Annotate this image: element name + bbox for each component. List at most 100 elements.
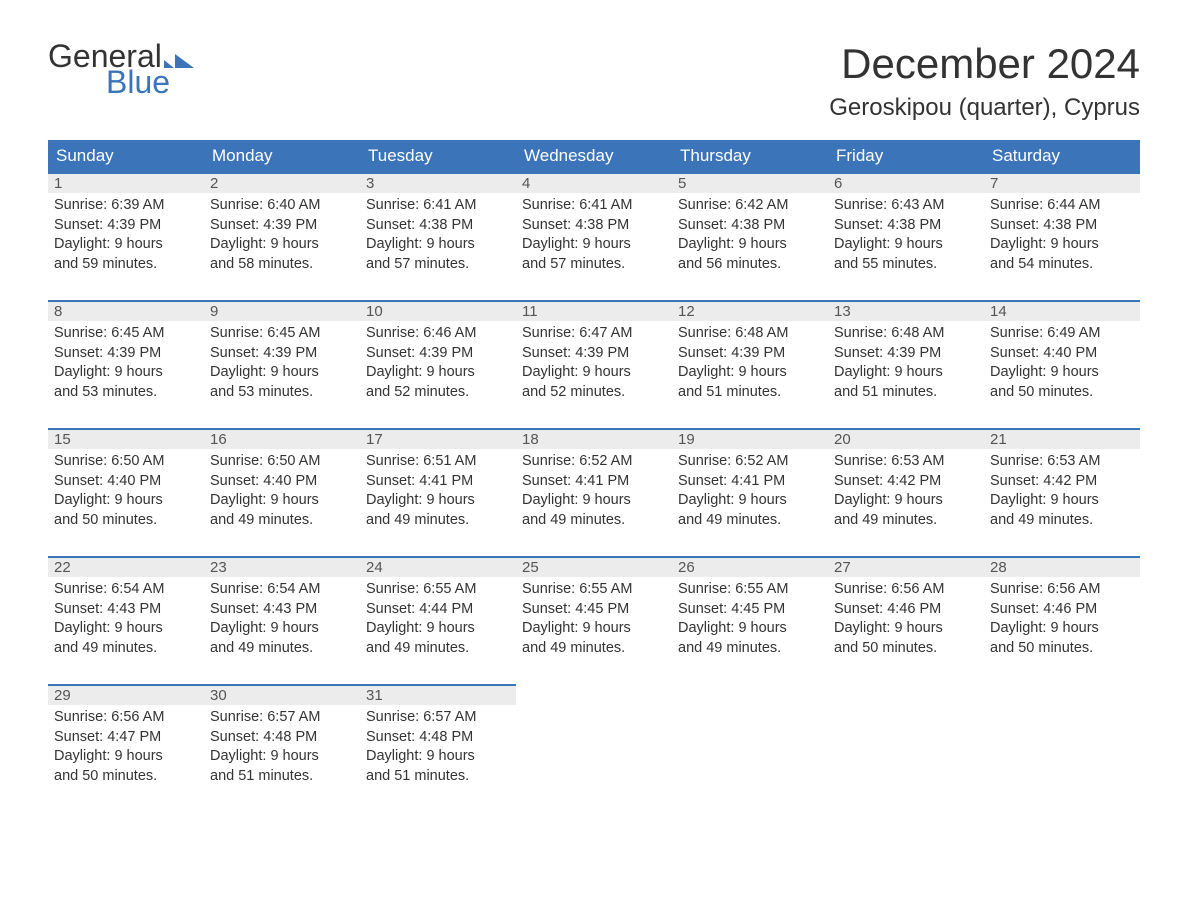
day-line-sunset: Sunset: 4:38 PM: [834, 216, 978, 236]
day-line-day2: and 49 minutes.: [366, 639, 510, 659]
day-line-day2: and 49 minutes.: [834, 511, 978, 531]
day-number: 27: [828, 556, 984, 577]
day-line-sunrise: Sunrise: 6:50 AM: [210, 452, 354, 472]
calendar-week-row: 29Sunrise: 6:56 AMSunset: 4:47 PMDayligh…: [48, 684, 1140, 812]
calendar-day-cell: 2Sunrise: 6:40 AMSunset: 4:39 PMDaylight…: [204, 172, 360, 300]
day-line-sunset: Sunset: 4:46 PM: [990, 600, 1134, 620]
day-line-sunset: Sunset: 4:43 PM: [210, 600, 354, 620]
day-line-day2: and 50 minutes.: [990, 383, 1134, 403]
day-line-day2: and 49 minutes.: [990, 511, 1134, 531]
day-number: 15: [48, 428, 204, 449]
day-number: 19: [672, 428, 828, 449]
calendar-day-cell: 9Sunrise: 6:45 AMSunset: 4:39 PMDaylight…: [204, 300, 360, 428]
calendar-day-cell: 4Sunrise: 6:41 AMSunset: 4:38 PMDaylight…: [516, 172, 672, 300]
day-number: 7: [984, 172, 1140, 193]
calendar-day-cell: 30Sunrise: 6:57 AMSunset: 4:48 PMDayligh…: [204, 684, 360, 812]
day-line-day1: Daylight: 9 hours: [366, 235, 510, 255]
calendar-day-cell: 7Sunrise: 6:44 AMSunset: 4:38 PMDaylight…: [984, 172, 1140, 300]
day-line-sunrise: Sunrise: 6:39 AM: [54, 196, 198, 216]
day-line-day1: Daylight: 9 hours: [210, 619, 354, 639]
day-line-day1: Daylight: 9 hours: [522, 619, 666, 639]
day-line-day2: and 57 minutes.: [522, 255, 666, 275]
day-line-sunset: Sunset: 4:40 PM: [210, 472, 354, 492]
day-line-day2: and 49 minutes.: [366, 511, 510, 531]
day-line-sunrise: Sunrise: 6:41 AM: [522, 196, 666, 216]
day-header: Monday: [204, 140, 360, 172]
location-subtitle: Geroskipou (quarter), Cyprus: [829, 94, 1140, 122]
day-body: Sunrise: 6:55 AMSunset: 4:45 PMDaylight:…: [516, 577, 672, 664]
day-number: 18: [516, 428, 672, 449]
day-line-sunset: Sunset: 4:39 PM: [54, 344, 198, 364]
calendar-week-row: 22Sunrise: 6:54 AMSunset: 4:43 PMDayligh…: [48, 556, 1140, 684]
day-body: Sunrise: 6:52 AMSunset: 4:41 PMDaylight:…: [516, 449, 672, 536]
day-body: Sunrise: 6:41 AMSunset: 4:38 PMDaylight:…: [360, 193, 516, 280]
calendar-day-cell: 16Sunrise: 6:50 AMSunset: 4:40 PMDayligh…: [204, 428, 360, 556]
day-header: Friday: [828, 140, 984, 172]
day-body: Sunrise: 6:41 AMSunset: 4:38 PMDaylight:…: [516, 193, 672, 280]
calendar-day-cell: 26Sunrise: 6:55 AMSunset: 4:45 PMDayligh…: [672, 556, 828, 684]
day-number: 11: [516, 300, 672, 321]
day-header: Tuesday: [360, 140, 516, 172]
day-line-day2: and 50 minutes.: [834, 639, 978, 659]
calendar-day-cell: 19Sunrise: 6:52 AMSunset: 4:41 PMDayligh…: [672, 428, 828, 556]
calendar-day-cell: 25Sunrise: 6:55 AMSunset: 4:45 PMDayligh…: [516, 556, 672, 684]
day-line-sunrise: Sunrise: 6:57 AM: [210, 708, 354, 728]
day-line-day1: Daylight: 9 hours: [834, 363, 978, 383]
day-line-day2: and 58 minutes.: [210, 255, 354, 275]
day-line-day1: Daylight: 9 hours: [678, 619, 822, 639]
logo: General Blue: [48, 40, 194, 98]
day-line-sunset: Sunset: 4:46 PM: [834, 600, 978, 620]
day-line-day2: and 51 minutes.: [210, 767, 354, 787]
day-line-sunrise: Sunrise: 6:54 AM: [54, 580, 198, 600]
day-line-day2: and 49 minutes.: [522, 511, 666, 531]
day-line-sunrise: Sunrise: 6:56 AM: [990, 580, 1134, 600]
day-line-sunset: Sunset: 4:43 PM: [54, 600, 198, 620]
day-line-day2: and 52 minutes.: [522, 383, 666, 403]
calendar-day-cell: [828, 684, 984, 812]
day-body: Sunrise: 6:47 AMSunset: 4:39 PMDaylight:…: [516, 321, 672, 408]
day-line-day2: and 49 minutes.: [210, 511, 354, 531]
day-line-day2: and 53 minutes.: [54, 383, 198, 403]
logo-text-blue: Blue: [106, 66, 194, 98]
day-line-day2: and 51 minutes.: [834, 383, 978, 403]
day-body: Sunrise: 6:52 AMSunset: 4:41 PMDaylight:…: [672, 449, 828, 536]
day-body: Sunrise: 6:55 AMSunset: 4:45 PMDaylight:…: [672, 577, 828, 664]
day-body: Sunrise: 6:44 AMSunset: 4:38 PMDaylight:…: [984, 193, 1140, 280]
day-line-day1: Daylight: 9 hours: [210, 747, 354, 767]
calendar-day-cell: 28Sunrise: 6:56 AMSunset: 4:46 PMDayligh…: [984, 556, 1140, 684]
day-line-day1: Daylight: 9 hours: [678, 491, 822, 511]
calendar-day-cell: 5Sunrise: 6:42 AMSunset: 4:38 PMDaylight…: [672, 172, 828, 300]
calendar-day-cell: 31Sunrise: 6:57 AMSunset: 4:48 PMDayligh…: [360, 684, 516, 812]
day-header: Wednesday: [516, 140, 672, 172]
title-block: December 2024 Geroskipou (quarter), Cypr…: [829, 40, 1140, 122]
day-line-day1: Daylight: 9 hours: [210, 363, 354, 383]
day-line-day2: and 50 minutes.: [990, 639, 1134, 659]
day-number: 22: [48, 556, 204, 577]
day-line-sunrise: Sunrise: 6:52 AM: [522, 452, 666, 472]
day-line-sunset: Sunset: 4:39 PM: [678, 344, 822, 364]
day-line-sunset: Sunset: 4:39 PM: [210, 216, 354, 236]
day-line-day2: and 51 minutes.: [366, 767, 510, 787]
day-number: 20: [828, 428, 984, 449]
day-number: 12: [672, 300, 828, 321]
day-number: 3: [360, 172, 516, 193]
day-line-sunset: Sunset: 4:39 PM: [54, 216, 198, 236]
day-line-sunrise: Sunrise: 6:53 AM: [990, 452, 1134, 472]
day-line-sunrise: Sunrise: 6:45 AM: [54, 324, 198, 344]
calendar-day-cell: 22Sunrise: 6:54 AMSunset: 4:43 PMDayligh…: [48, 556, 204, 684]
day-line-day1: Daylight: 9 hours: [522, 491, 666, 511]
day-number: 1: [48, 172, 204, 193]
day-line-day1: Daylight: 9 hours: [834, 235, 978, 255]
day-header: Sunday: [48, 140, 204, 172]
calendar-day-cell: 6Sunrise: 6:43 AMSunset: 4:38 PMDaylight…: [828, 172, 984, 300]
day-line-sunrise: Sunrise: 6:55 AM: [678, 580, 822, 600]
calendar-week-row: 1Sunrise: 6:39 AMSunset: 4:39 PMDaylight…: [48, 172, 1140, 300]
calendar-day-cell: 1Sunrise: 6:39 AMSunset: 4:39 PMDaylight…: [48, 172, 204, 300]
day-line-sunrise: Sunrise: 6:41 AM: [366, 196, 510, 216]
day-line-sunrise: Sunrise: 6:40 AM: [210, 196, 354, 216]
day-number: 25: [516, 556, 672, 577]
day-line-day1: Daylight: 9 hours: [834, 619, 978, 639]
day-line-sunset: Sunset: 4:39 PM: [366, 344, 510, 364]
day-body: Sunrise: 6:56 AMSunset: 4:47 PMDaylight:…: [48, 705, 204, 792]
day-line-sunset: Sunset: 4:41 PM: [522, 472, 666, 492]
